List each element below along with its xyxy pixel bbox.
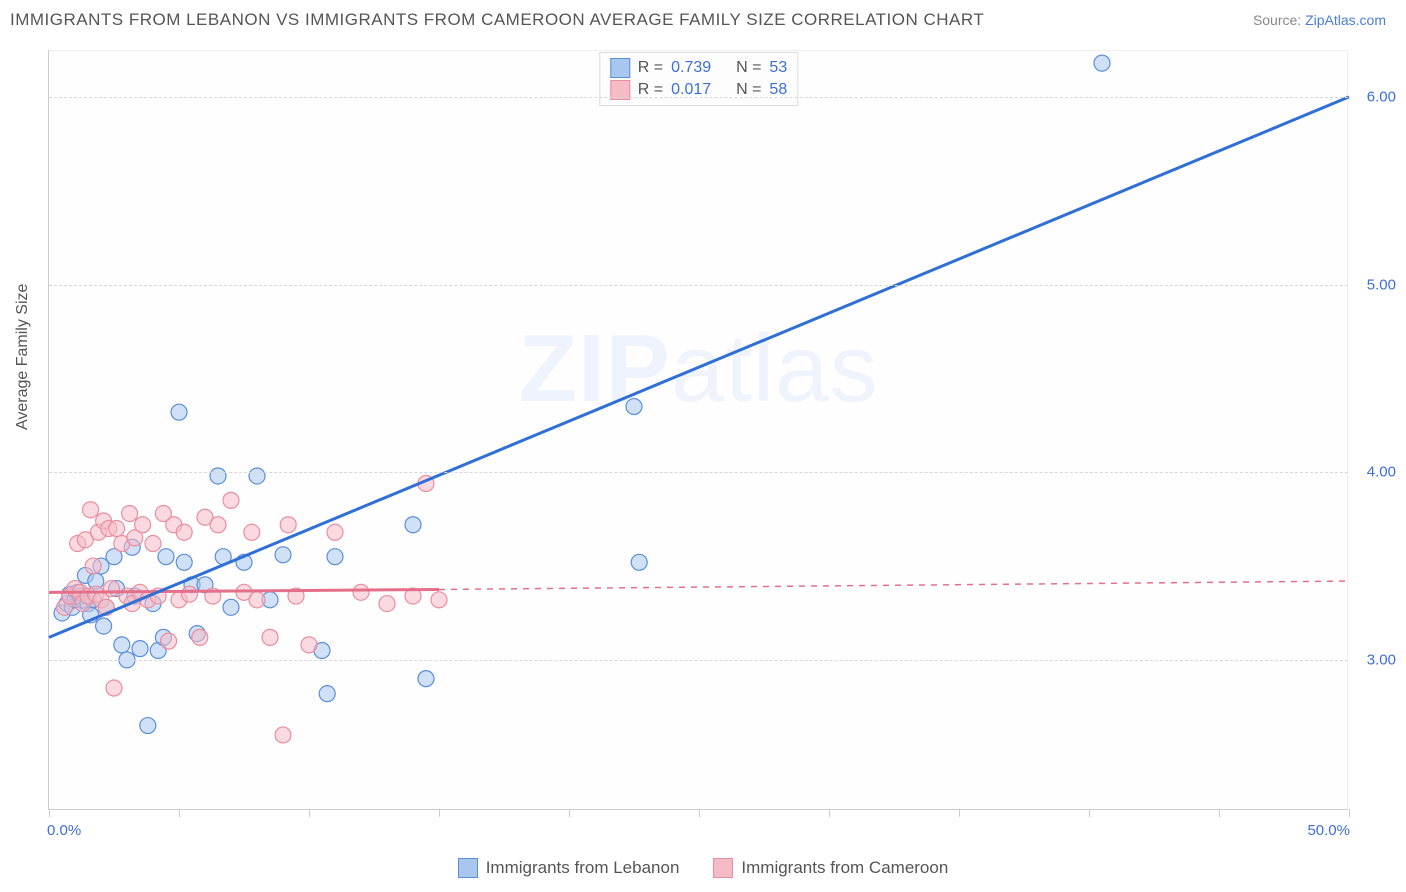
scatter-point bbox=[192, 629, 208, 645]
scatter-point bbox=[145, 536, 161, 552]
scatter-point bbox=[135, 517, 151, 533]
y-tick-label: 3.00 bbox=[1352, 651, 1396, 668]
scatter-point bbox=[249, 592, 265, 608]
x-tick bbox=[1349, 809, 1350, 817]
scatter-point bbox=[210, 468, 226, 484]
swatch-bottom-1 bbox=[713, 858, 733, 878]
scatter-point bbox=[249, 468, 265, 484]
scatter-point bbox=[631, 554, 647, 570]
y-tick-label: 4.00 bbox=[1352, 464, 1396, 481]
page-title: IMMIGRANTS FROM LEBANON VS IMMIGRANTS FR… bbox=[10, 10, 984, 30]
x-tick bbox=[309, 809, 310, 817]
x-tick bbox=[829, 809, 830, 817]
scatter-point bbox=[140, 718, 156, 734]
x-tick bbox=[699, 809, 700, 817]
scatter-point bbox=[176, 554, 192, 570]
swatch-bottom-0 bbox=[458, 858, 478, 878]
scatter-point bbox=[223, 599, 239, 615]
scatter-point bbox=[171, 404, 187, 420]
scatter-point bbox=[327, 524, 343, 540]
scatter-point bbox=[275, 547, 291, 563]
legend-label-0: Immigrants from Lebanon bbox=[486, 858, 680, 878]
scatter-point bbox=[431, 592, 447, 608]
x-tick bbox=[569, 809, 570, 817]
y-tick-label: 5.00 bbox=[1352, 276, 1396, 293]
y-axis-title: Average Family Size bbox=[14, 284, 32, 430]
legend-label-1: Immigrants from Cameroon bbox=[741, 858, 948, 878]
gridline-h bbox=[49, 660, 1348, 661]
scatter-point bbox=[158, 549, 174, 565]
gridline-h bbox=[49, 97, 1348, 98]
scatter-point bbox=[181, 586, 197, 602]
x-end-label: 50.0% bbox=[1307, 822, 1350, 839]
scatter-point bbox=[379, 596, 395, 612]
source-prefix: Source: bbox=[1253, 12, 1305, 28]
source-label: Source: ZipAtlas.com bbox=[1253, 12, 1386, 28]
x-start-label: 0.0% bbox=[47, 822, 81, 839]
scatter-point bbox=[210, 517, 226, 533]
x-tick bbox=[49, 809, 50, 817]
x-tick bbox=[439, 809, 440, 817]
scatter-point bbox=[176, 524, 192, 540]
x-tick bbox=[1089, 809, 1090, 817]
scatter-point bbox=[114, 637, 130, 653]
scatter-point bbox=[106, 680, 122, 696]
scatter-point bbox=[262, 629, 278, 645]
scatter-point bbox=[103, 581, 119, 597]
scatter-point bbox=[418, 671, 434, 687]
scatter-point bbox=[280, 517, 296, 533]
scatter-point bbox=[301, 637, 317, 653]
scatter-point bbox=[1094, 55, 1110, 71]
chart-plot-area: ZIPatlas R = 0.739 N = 53 R = 0.017 N = … bbox=[48, 50, 1348, 810]
gridline-h bbox=[49, 472, 1348, 473]
scatter-point bbox=[626, 399, 642, 415]
scatter-point bbox=[132, 641, 148, 657]
scatter-point bbox=[96, 618, 112, 634]
source-link[interactable]: ZipAtlas.com bbox=[1305, 12, 1386, 28]
scatter-point bbox=[319, 686, 335, 702]
scatter-point bbox=[405, 517, 421, 533]
y-tick-label: 6.00 bbox=[1352, 88, 1396, 105]
scatter-point bbox=[109, 521, 125, 537]
scatter-svg bbox=[49, 50, 1348, 809]
scatter-point bbox=[161, 633, 177, 649]
scatter-point bbox=[83, 502, 99, 518]
gridline-h bbox=[49, 285, 1348, 286]
x-tick bbox=[959, 809, 960, 817]
legend-item-0: Immigrants from Lebanon bbox=[458, 858, 680, 878]
scatter-point bbox=[122, 506, 138, 522]
scatter-point bbox=[223, 492, 239, 508]
scatter-point bbox=[353, 584, 369, 600]
legend-bottom: Immigrants from Lebanon Immigrants from … bbox=[0, 858, 1406, 878]
scatter-point bbox=[85, 558, 101, 574]
scatter-point bbox=[275, 727, 291, 743]
x-tick bbox=[1219, 809, 1220, 817]
scatter-point bbox=[244, 524, 260, 540]
legend-item-1: Immigrants from Cameroon bbox=[713, 858, 948, 878]
x-tick bbox=[179, 809, 180, 817]
scatter-point bbox=[327, 549, 343, 565]
